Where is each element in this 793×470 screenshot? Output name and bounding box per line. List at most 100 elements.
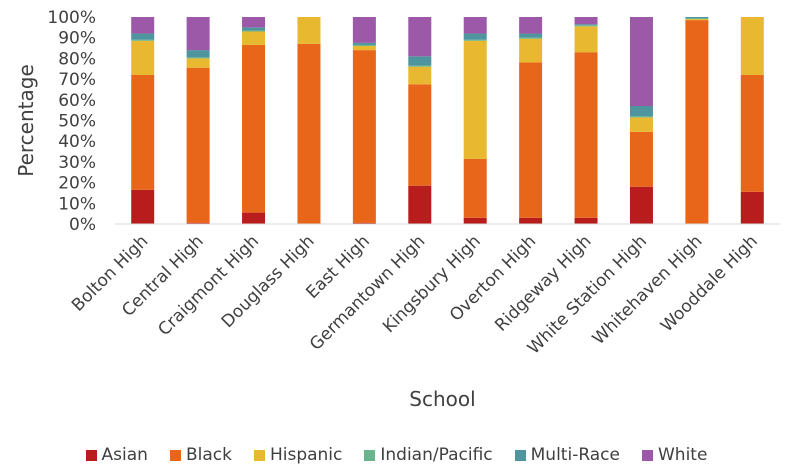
y-tick-label: 60% <box>58 91 96 111</box>
bar-segment-indian-pacific <box>408 65 432 67</box>
bar-segment-multi-race <box>574 24 598 26</box>
x-tick-label: Ridgeway High <box>491 231 595 335</box>
bar-segment-indian-pacific <box>685 18 709 20</box>
legend-label: Multi-Race <box>530 445 620 465</box>
bar-segment-hispanic <box>131 40 155 75</box>
bar-segment-black <box>519 62 543 218</box>
bar-segment-black <box>242 44 266 213</box>
bar-segment-hispanic <box>297 17 321 44</box>
bars <box>131 17 764 225</box>
bar-segment-white <box>186 17 210 51</box>
bar-segment-hispanic <box>629 117 653 132</box>
bar-segment-hispanic <box>740 17 764 75</box>
bar-segment-multi-race <box>408 56 432 66</box>
bar-segment-white <box>574 17 598 25</box>
bar-segment-black <box>629 131 653 187</box>
bar-segment-white <box>408 17 432 57</box>
bar-segment-hispanic <box>463 40 487 159</box>
bar-segment-hispanic <box>519 38 543 63</box>
legend-item: Indian/Pacific <box>364 445 493 465</box>
legend-swatch <box>253 449 265 461</box>
y-tick-label: 10% <box>58 194 96 214</box>
y-axis-label: Percentage <box>14 64 38 177</box>
bar-segment-hispanic <box>685 19 709 21</box>
bar-segment-asian <box>186 222 210 224</box>
bar-segment-hispanic <box>408 66 432 85</box>
bar-segment-asian <box>740 191 764 224</box>
y-tick-label: 0% <box>69 215 96 235</box>
y-tick-label: 40% <box>58 132 96 152</box>
legend-label: Indian/Pacific <box>380 445 493 465</box>
legend: Asian Black Hispanic Indian/Pacific Multi-Ra… <box>0 445 793 465</box>
y-axis: 0%10%20%30%40%50%60%70%80%90%100% <box>47 8 96 235</box>
bar-segment-indian-pacific <box>242 30 266 32</box>
bar-segment-asian <box>352 222 376 224</box>
legend-item: Black <box>169 445 232 465</box>
bar-segment-indian-pacific <box>519 37 543 39</box>
bar-segment-asian <box>242 212 266 224</box>
bar-segment-indian-pacific <box>131 39 155 41</box>
bar-segment-white <box>131 17 155 34</box>
bar-segment-multi-race <box>685 17 709 19</box>
legend-item: White <box>642 445 707 465</box>
bar-segment-black <box>574 52 598 218</box>
bar-segment-black <box>352 50 376 223</box>
bar-segment-asian <box>131 189 155 224</box>
bar-segment-multi-race <box>463 33 487 40</box>
x-tick-label: Craigmont High <box>154 231 263 340</box>
bar-segment-hispanic <box>574 26 598 53</box>
bar-segment-multi-race <box>131 33 155 40</box>
bar-segment-asian <box>574 217 598 224</box>
bar-segment-indian-pacific <box>352 44 376 46</box>
legend-label: Black <box>185 445 232 465</box>
bar-segment-black <box>186 67 210 223</box>
bar-segment-hispanic <box>186 58 210 68</box>
y-tick-label: 100% <box>47 8 96 28</box>
legend-swatch <box>85 449 97 461</box>
bar-segment-multi-race <box>519 33 543 38</box>
legend-item: Hispanic <box>253 445 343 465</box>
bar-segment-black <box>408 84 432 186</box>
legend-label: White <box>658 445 708 465</box>
bar-segment-asian <box>408 185 432 224</box>
legend-label: Hispanic <box>269 445 343 465</box>
bar-segment-asian <box>463 217 487 224</box>
bar-segment-black <box>131 74 155 190</box>
legend-swatch <box>642 449 653 461</box>
y-tick-label: 70% <box>58 70 96 90</box>
bar-segment-hispanic <box>352 45 376 51</box>
bar-segment-multi-race <box>242 27 266 31</box>
x-axis-label: School <box>409 387 475 411</box>
bar-segment-multi-race <box>352 42 376 45</box>
bar-segment-white <box>352 17 376 43</box>
bar-segment-black <box>297 43 321 224</box>
bar-segment-hispanic <box>242 31 266 45</box>
y-tick-label: 20% <box>58 174 96 194</box>
bar-segment-indian-pacific <box>629 116 653 118</box>
legend-swatch <box>169 449 181 461</box>
bar-segment-black <box>463 158 487 218</box>
y-tick-label: 30% <box>58 153 96 173</box>
legend-label: Asian <box>101 445 148 465</box>
legend-swatch <box>364 449 376 461</box>
legend-swatch <box>514 449 526 461</box>
bar-segment-indian-pacific <box>574 25 598 27</box>
bar-segment-multi-race <box>186 50 210 58</box>
x-tick-label: Kingsbury High <box>379 231 485 337</box>
legend-item: Asian <box>85 445 148 465</box>
bar-segment-multi-race <box>629 106 653 117</box>
bar-segment-asian <box>629 186 653 224</box>
bar-segment-white <box>519 17 543 34</box>
legend-item: Multi-Race <box>514 445 620 465</box>
y-tick-label: 50% <box>58 112 96 132</box>
bar-segment-white <box>242 17 266 28</box>
bar-segment-indian-pacific <box>463 39 487 41</box>
bar-segment-white <box>463 17 487 34</box>
x-tick-label: Wooddale High <box>657 231 762 336</box>
bar-segment-indian-pacific <box>186 57 210 59</box>
bar-segment-black <box>740 74 764 192</box>
bar-segment-asian <box>519 217 543 224</box>
bar-segment-black <box>685 20 709 225</box>
